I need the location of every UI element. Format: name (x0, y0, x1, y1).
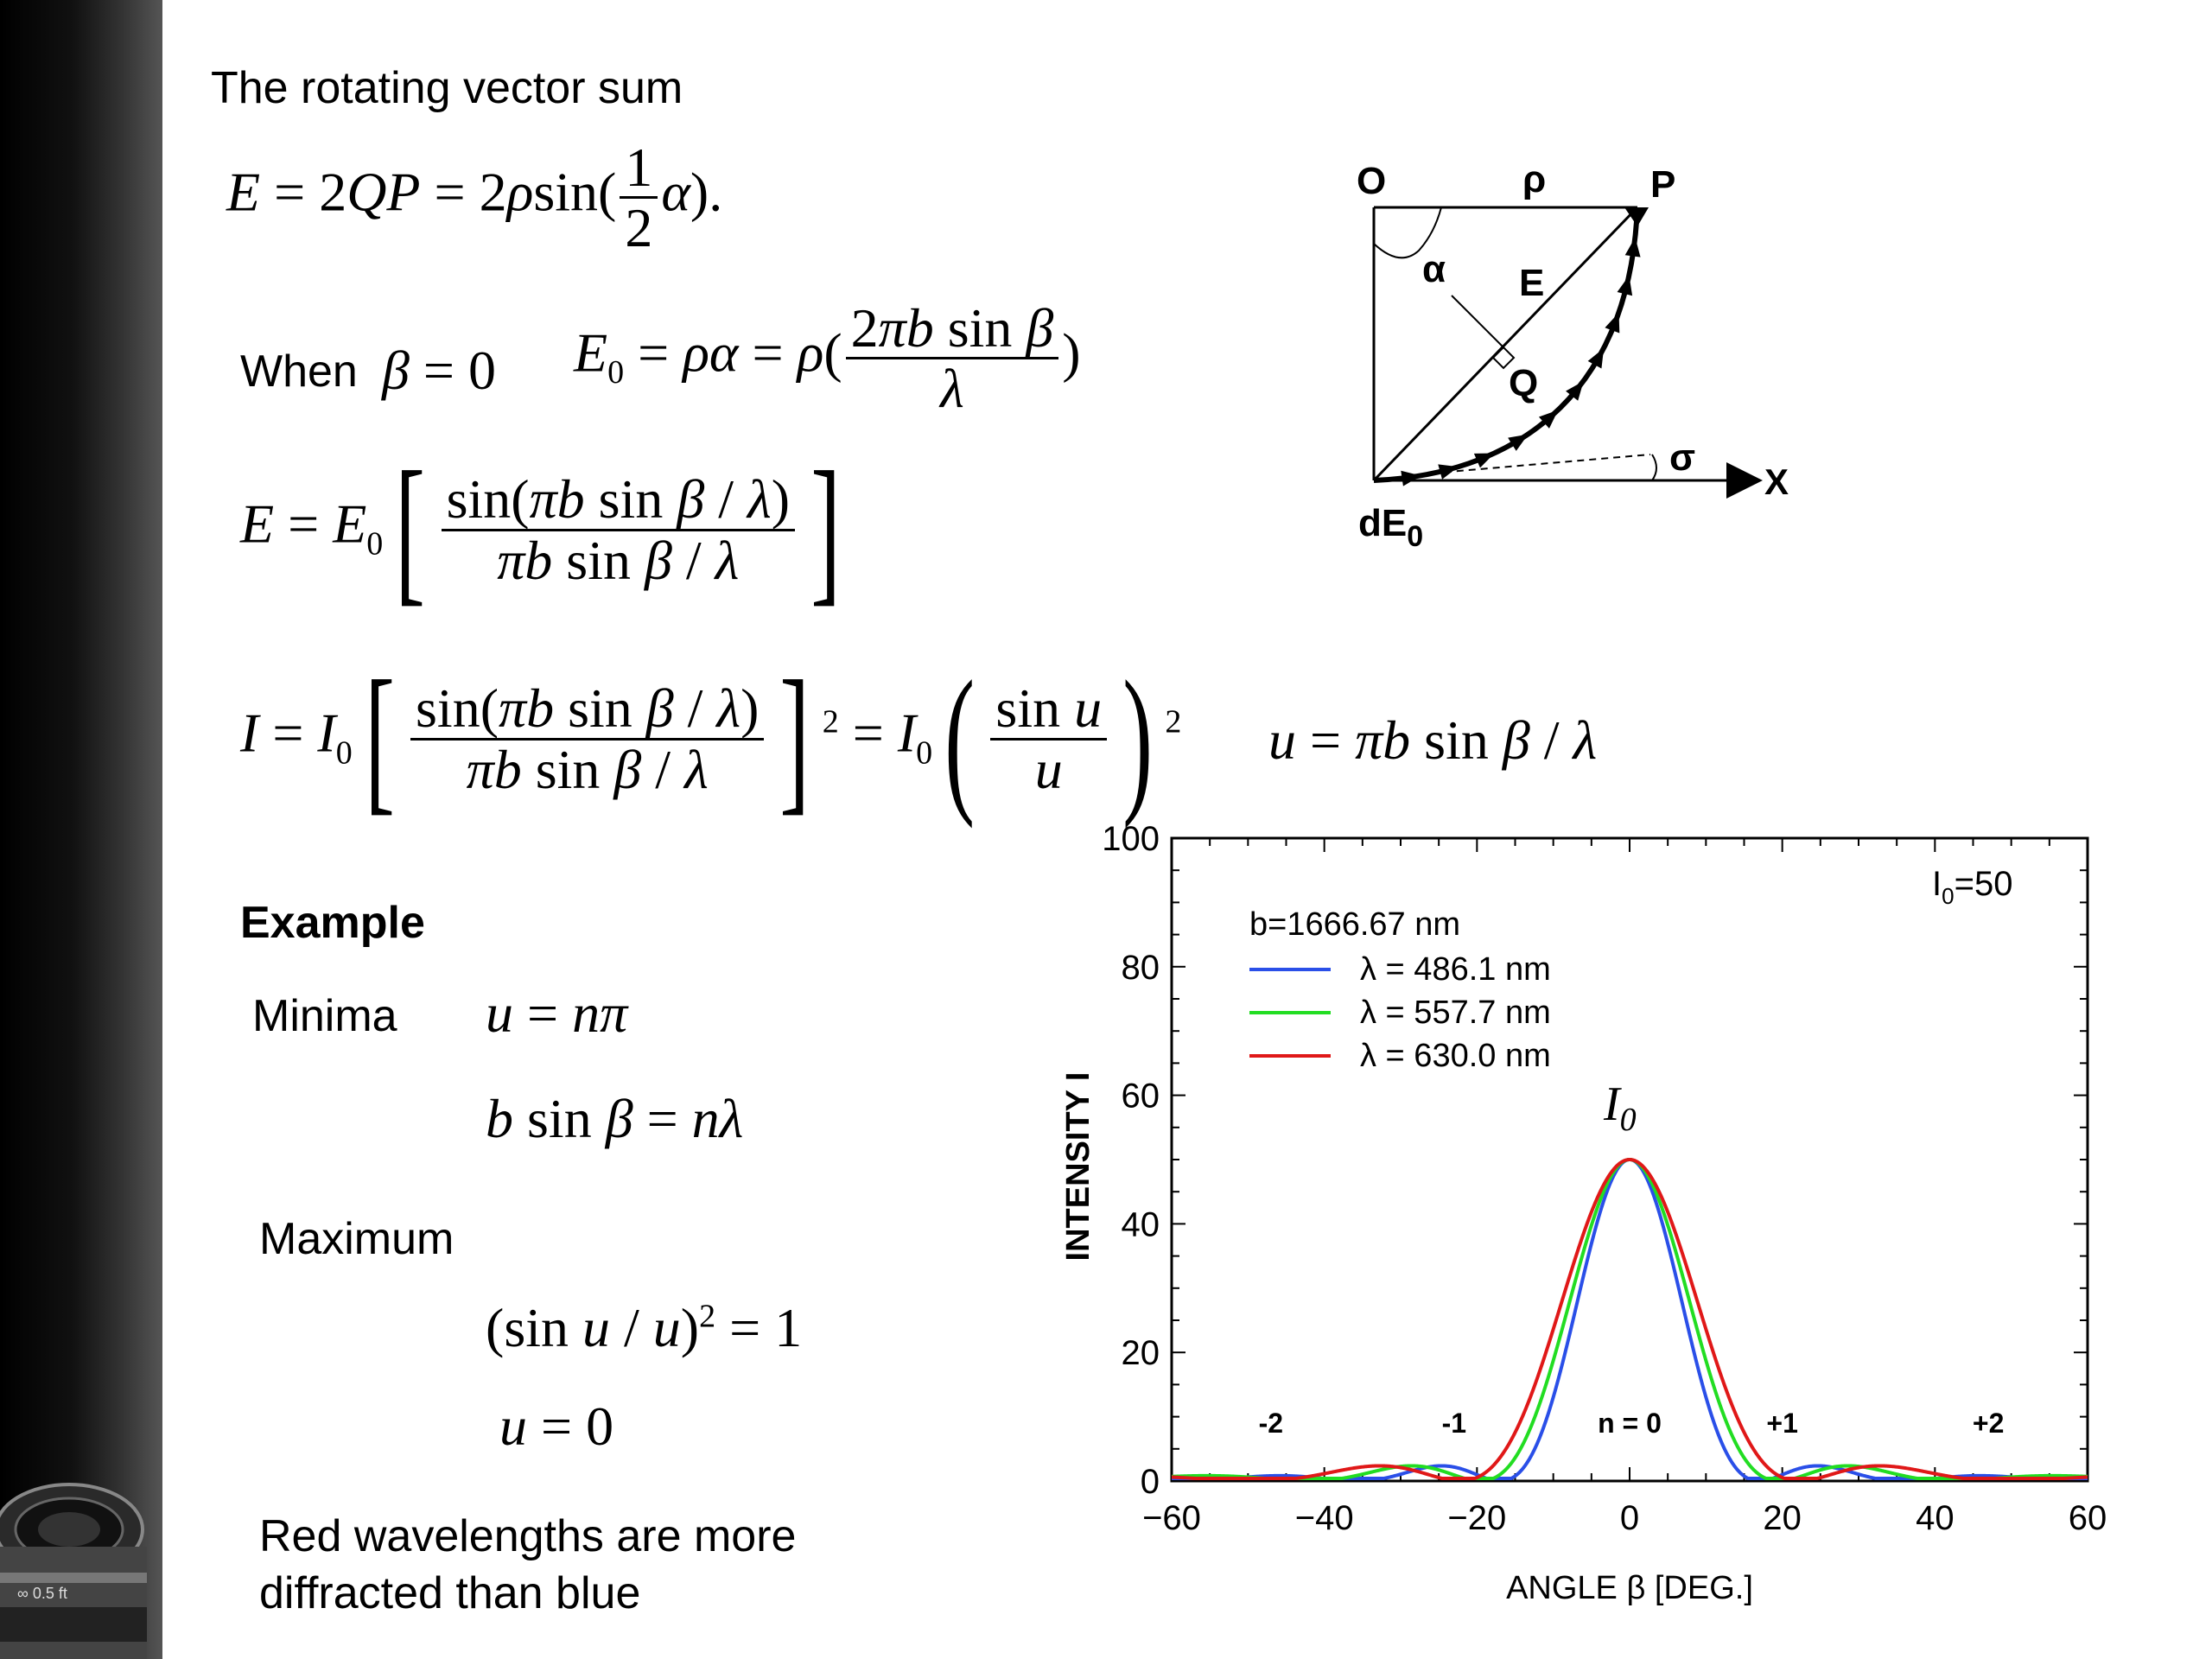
i0-peak-sub: 0 (1620, 1102, 1637, 1138)
equation-e0: E0 = ρα = ρ(2πb sin β λ) (574, 297, 1081, 420)
label-rho: ρ (1522, 158, 1546, 200)
slide-heading: The rotating vector sum (211, 63, 683, 113)
label-o: O (1357, 160, 1386, 202)
legend-entry: λ = 630.0 nm (1360, 1038, 1551, 1074)
p-endpoint-marker (1624, 207, 1649, 226)
maximum-label: Maximum (259, 1214, 454, 1264)
legend-entry: λ = 486.1 nm (1360, 951, 1551, 988)
i0-value-sub: 0 (1942, 883, 1954, 909)
phasor-diagram: O ρ P α E Q σ X dE0 (1357, 158, 1789, 553)
i0-value-main: I (1932, 865, 1942, 903)
order-label: +1 (1766, 1408, 1797, 1439)
label-q: Q (1509, 362, 1538, 404)
label-de0: dE0 (1358, 502, 1423, 553)
phasor-arrowhead (1624, 237, 1641, 257)
e-chord-line (1372, 206, 1639, 482)
order-label: -1 (1442, 1408, 1466, 1439)
phasor-arrowhead (1605, 312, 1620, 334)
x-tick-labels: −60 −40 −20 0 20 40 60 (1142, 1499, 2107, 1537)
y-tick-label: 100 (1102, 821, 1160, 858)
y-tick-label: 60 (1122, 1077, 1160, 1116)
x-tick-label: −60 (1142, 1499, 1201, 1537)
camera-lens-image: ∞ 0.5 ft (0, 1483, 147, 1659)
x-tick-label: −40 (1295, 1499, 1354, 1537)
y-tick-label: 20 (1122, 1334, 1160, 1372)
label-x: X (1764, 461, 1789, 502)
order-label: -2 (1259, 1408, 1283, 1439)
label-de0-main: dE (1358, 502, 1407, 544)
perpendicular-line (1451, 295, 1504, 348)
b-value-label: b=1666.67 nm (1249, 906, 1460, 943)
equation-e-rotating-sum: E = 2QP = 2ρsin(1 2 α). (226, 137, 723, 259)
beta-zero-condition: β = 0 (382, 340, 496, 401)
x-tick-label: 20 (1763, 1499, 1802, 1537)
intensity-series-line (1171, 1157, 2088, 1480)
x-axis-label: ANGLE β [DEG.] (1506, 1570, 1753, 1606)
i0-peak-main: I (1603, 1077, 1622, 1131)
conclusion-line-1: Red wavelengths are more (259, 1511, 797, 1561)
phasor-arrowhead (1587, 347, 1605, 369)
equation-u-definition: u = πb sin β / λ (1268, 709, 1598, 771)
label-p: P (1650, 163, 1675, 206)
phasor-arrowhead (1566, 380, 1584, 401)
x-tick-label: −20 (1447, 1499, 1506, 1537)
x-tick-label: 40 (1916, 1499, 1955, 1537)
svg-text:∞ 0.5 ft: ∞ 0.5 ft (17, 1585, 67, 1602)
chart-legend: λ = 486.1 nm λ = 557.7 nm λ = 630.0 nm (1249, 951, 1551, 1074)
when-label: When (240, 346, 358, 397)
y-tick-label: 80 (1122, 949, 1160, 987)
phasor-arrowhead (1473, 453, 1495, 468)
intensity-chart: 0 20 40 60 80 100 −60 −40 −20 0 20 40 60 -2 -1 n = 0 +… (1060, 821, 2107, 1606)
order-label: n = 0 (1598, 1408, 1662, 1439)
phasor-arrowhead (1401, 470, 1421, 486)
phasor-arrowhead (1538, 410, 1559, 429)
i0-value-label: I0=50 (1932, 865, 2012, 909)
minima-label: Minima (252, 991, 397, 1041)
intensity-curves (1171, 1157, 2088, 1480)
equation-intensity: I = I0[sin(πb sin β / λ) πb sin β / λ] 2 =… (240, 648, 1182, 830)
i0-peak-label: I0 (1603, 1077, 1637, 1138)
phasor-arrows (1401, 237, 1641, 486)
equation-u-zero: u = 0 (499, 1395, 614, 1457)
equation-maximum: (sin u / u)2 = 1 (486, 1297, 803, 1358)
x-tick-label: 0 (1620, 1499, 1639, 1537)
equation-e-amplitude: E = E0[sin(πb sin β / λ) πb sin β / λ] (240, 439, 842, 620)
x-tick-label: 60 (2069, 1499, 2107, 1537)
i0-value-text: =50 (1955, 865, 2013, 903)
y-tick-label: 0 (1141, 1463, 1160, 1501)
right-angle-mark (1491, 346, 1516, 370)
y-tick-label: 40 (1122, 1205, 1160, 1243)
alpha-arc (1373, 207, 1442, 259)
order-label: +2 (1973, 1408, 2004, 1439)
axis-ticks (1171, 837, 2088, 1482)
label-alpha: α (1422, 248, 1446, 290)
y-tick-labels: 0 20 40 60 80 100 (1102, 821, 1160, 1501)
sigma-arc (1651, 454, 1657, 481)
equation-minima-b: b sin β = nλ (486, 1088, 744, 1149)
label-e: E (1519, 262, 1544, 304)
phasor-arrowhead (1438, 464, 1459, 480)
phasor-arrowhead (1617, 275, 1633, 296)
equation-minima-u: u = nπ (486, 982, 628, 1044)
example-label: Example (240, 898, 425, 948)
label-sigma: σ (1669, 436, 1695, 479)
y-axis-label: INTENSITY I (1060, 1072, 1096, 1262)
label-de0-sub: 0 (1407, 520, 1423, 553)
order-labels: -2 -1 n = 0 +1 +2 (1259, 1408, 2005, 1439)
legend-entry: λ = 557.7 nm (1360, 995, 1551, 1031)
conclusion-line-2: diffracted than blue (259, 1568, 641, 1618)
sidebar-strip (0, 0, 162, 1659)
phasor-arrowhead (1508, 434, 1529, 451)
